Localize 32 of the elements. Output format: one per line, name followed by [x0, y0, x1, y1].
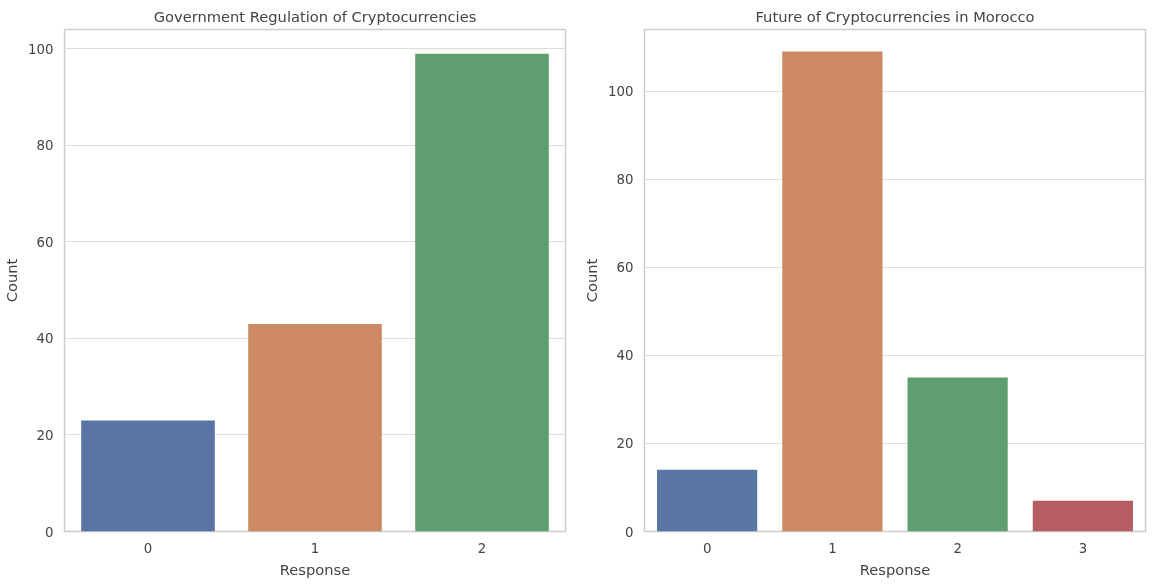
y-tick-label: 80	[36, 138, 54, 154]
y-tick-label: 40	[616, 348, 634, 364]
x-tick-label: 0	[143, 540, 153, 556]
x-tick-label: 2	[477, 540, 487, 556]
bar	[657, 469, 758, 532]
y-tick-label: 100	[608, 84, 634, 100]
y-tick-label: 60	[36, 234, 54, 250]
y-tick-label: 100	[28, 41, 54, 57]
x-tick-label: 2	[953, 540, 962, 556]
y-axis-title: Count	[583, 258, 601, 303]
y-tick-label: 20	[616, 436, 634, 452]
y-tick-label: 60	[616, 260, 634, 276]
y-tick-label: 0	[45, 524, 54, 540]
bar	[415, 53, 549, 532]
chart-title: Government Regulation of Cryptocurrencies	[153, 7, 477, 25]
x-axis-title: Response	[859, 560, 931, 578]
bar	[1032, 500, 1133, 532]
bar	[782, 51, 883, 532]
y-tick-label: 0	[625, 524, 634, 540]
x-tick-label: 1	[828, 540, 837, 556]
y-tick-label: 80	[616, 172, 634, 188]
bar	[81, 420, 215, 532]
y-tick-label: 40	[36, 331, 54, 347]
x-tick-label: 0	[702, 540, 712, 556]
y-axis-title: Count	[3, 258, 21, 303]
chart-title: Future of Cryptocurrencies in Morocco	[755, 7, 1035, 25]
bar	[248, 323, 382, 532]
x-tick-label: 1	[310, 540, 320, 556]
x-axis-title: Response	[279, 560, 351, 578]
y-tick-label: 20	[36, 427, 54, 443]
bar	[907, 377, 1008, 532]
x-tick-label: 3	[1078, 540, 1088, 556]
